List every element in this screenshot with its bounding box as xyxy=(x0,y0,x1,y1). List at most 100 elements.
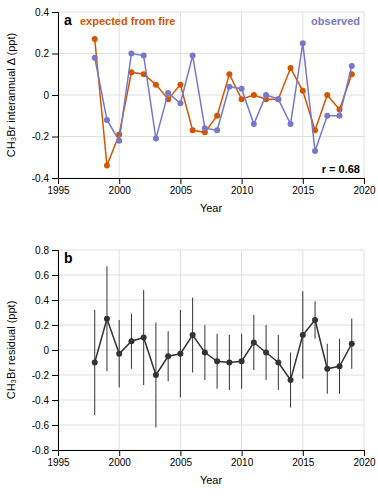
grid-line-y xyxy=(58,350,364,351)
grid xyxy=(58,250,364,450)
tick-mark xyxy=(52,12,58,13)
tick-label: 0.2 xyxy=(35,320,49,331)
panel: 199520002005201020152020-0.4-0.200.20.4Y… xyxy=(5,7,376,214)
marker xyxy=(190,127,196,133)
tick-mark xyxy=(52,425,58,426)
marker xyxy=(288,121,294,127)
marker xyxy=(214,127,220,133)
tick-label: -0.4 xyxy=(32,173,50,184)
grid-line-y xyxy=(58,12,364,13)
marker xyxy=(288,65,294,71)
grid-line-x xyxy=(241,250,242,450)
tick: 2010 xyxy=(231,178,254,196)
tick-mark xyxy=(303,450,304,456)
tick-label: 2010 xyxy=(231,185,254,196)
marker xyxy=(190,332,196,338)
tick-mark xyxy=(52,137,58,138)
grid-line-y xyxy=(58,325,364,326)
tick-mark xyxy=(242,178,243,184)
x-axis: 199520002005201020152020 xyxy=(47,178,376,196)
marker xyxy=(165,90,171,96)
axis-line xyxy=(52,251,59,451)
tick-mark xyxy=(52,250,58,251)
tick: -0.2 xyxy=(32,131,58,142)
grid-line-y xyxy=(58,95,364,96)
panel-title: b xyxy=(64,250,73,266)
tick: 0.2 xyxy=(35,48,58,59)
tick-mark xyxy=(180,450,181,456)
tick: 2020 xyxy=(353,178,376,196)
marker xyxy=(153,372,159,378)
marker xyxy=(177,100,183,106)
marker xyxy=(128,51,134,57)
tick: 2015 xyxy=(292,450,315,468)
marker xyxy=(239,358,245,364)
grid-line-x xyxy=(119,250,120,450)
marker xyxy=(324,113,330,119)
tick: -0.6 xyxy=(32,420,58,431)
tick: 0.6 xyxy=(35,270,58,281)
tick: 2005 xyxy=(170,450,193,468)
tick-label: 0.4 xyxy=(35,295,49,306)
grid-line-y xyxy=(58,53,364,54)
figure: 199520002005201020152020-0.4-0.200.20.4Y… xyxy=(0,0,378,500)
marker xyxy=(239,86,245,92)
tick: 2005 xyxy=(170,178,193,196)
tick: 0.4 xyxy=(35,7,58,18)
tick-label: 0.8 xyxy=(35,245,49,256)
tick-label: 2015 xyxy=(292,185,315,196)
y-axis-title: CH₃Br interannual Δ (ppt) xyxy=(5,33,17,157)
marker xyxy=(226,71,232,77)
tick-mark xyxy=(303,178,304,184)
tick: -0.4 xyxy=(32,395,58,406)
marker xyxy=(141,335,147,341)
annotation: r = 0.68 xyxy=(322,163,360,175)
tick-label: 2005 xyxy=(170,185,193,196)
marker xyxy=(141,53,147,59)
marker xyxy=(324,92,330,98)
tick: -0.2 xyxy=(32,370,58,381)
tick: 0.8 xyxy=(35,245,58,256)
tick-label: -0.2 xyxy=(32,370,50,381)
tick-mark xyxy=(52,400,58,401)
tick-mark xyxy=(119,178,120,184)
tick-label: -0.2 xyxy=(32,131,50,142)
x-axis-title: Year xyxy=(200,202,223,214)
tick-mark xyxy=(180,178,181,184)
tick-label: 2010 xyxy=(231,457,254,468)
tick: 1995 xyxy=(47,178,70,196)
marker xyxy=(312,148,318,154)
grid-line-y xyxy=(58,250,364,251)
tick-label: 1995 xyxy=(47,185,70,196)
tick-label: 0.6 xyxy=(35,270,49,281)
tick-label: 0.2 xyxy=(35,48,49,59)
tick: 0 xyxy=(43,90,58,101)
series-label: expected from fire xyxy=(80,15,175,27)
marker xyxy=(349,341,355,347)
marker xyxy=(104,163,110,169)
panel-title: a xyxy=(64,12,72,28)
marker xyxy=(153,82,159,88)
tick-mark xyxy=(52,350,58,351)
tick-mark xyxy=(364,450,365,456)
marker xyxy=(92,36,98,42)
marker xyxy=(300,332,306,338)
marker xyxy=(214,113,220,119)
series xyxy=(92,266,355,427)
marker xyxy=(214,358,220,364)
marker xyxy=(251,340,257,346)
grid-line-y xyxy=(58,275,364,276)
tick-mark xyxy=(52,54,58,55)
tick-label: 2020 xyxy=(353,185,376,196)
grid-line-y xyxy=(58,425,364,426)
marker xyxy=(337,363,343,369)
tick-mark xyxy=(364,178,365,184)
tick-mark xyxy=(52,178,58,179)
marker xyxy=(226,84,232,90)
tick-label: 2005 xyxy=(170,457,193,468)
tick-mark xyxy=(52,375,58,376)
marker xyxy=(116,351,122,357)
marker xyxy=(300,88,306,94)
grid-line-x xyxy=(302,250,303,450)
tick: 1995 xyxy=(47,450,70,468)
